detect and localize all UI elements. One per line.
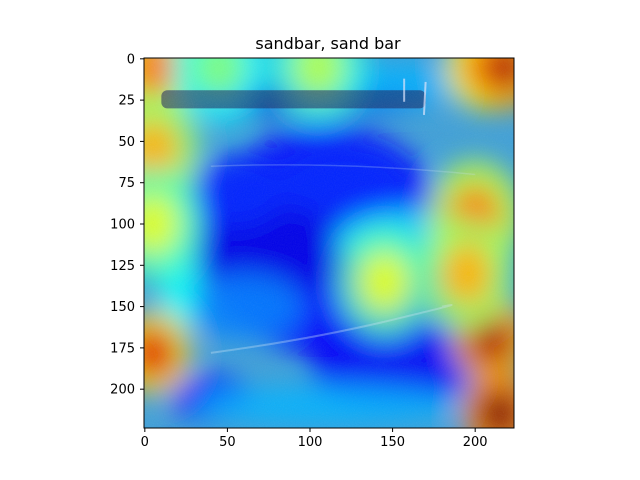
x-tick-label: 100	[298, 435, 323, 450]
y-axis: 0 25 50 75 100 125 150 175 200	[110, 52, 144, 398]
y-tick-label: 0	[127, 52, 135, 67]
x-tick-label: 200	[463, 435, 488, 450]
y-tick-label: 175	[110, 341, 135, 356]
y-tick-label: 125	[110, 259, 135, 274]
y-tick-label: 100	[110, 218, 135, 233]
x-tick-label: 0	[141, 435, 149, 450]
x-tick-label: 50	[219, 435, 236, 450]
x-axis: 0 50 100 150 200	[141, 428, 488, 450]
y-tick-label: 150	[110, 300, 135, 315]
chart-title: sandbar, sand bar	[255, 34, 401, 53]
photo-grain	[144, 58, 514, 428]
heatmap-image	[144, 58, 514, 428]
y-tick-label: 200	[110, 383, 135, 398]
y-tick-label: 50	[118, 135, 135, 150]
y-tick-label: 25	[118, 94, 135, 109]
x-tick-label: 150	[380, 435, 405, 450]
y-tick-label: 75	[118, 176, 135, 191]
axes-frame	[143, 57, 515, 429]
